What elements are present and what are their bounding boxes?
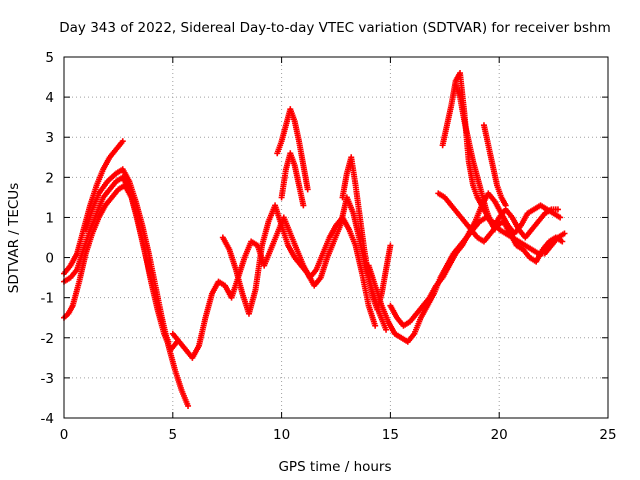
grid-lines [64,57,608,418]
y-tick-label: -3 [41,371,54,387]
series-s9 [339,154,394,313]
y-axis-label: SDTVAR / TECUs [6,183,22,293]
series-s7 [274,106,311,193]
y-tick-label: -2 [41,331,54,347]
x-tick-label: 25 [599,427,616,443]
x-tick-label: 20 [491,427,508,443]
data-point [383,326,390,333]
data-point [502,202,509,209]
series-s13 [435,190,566,265]
y-tick-label: 0 [45,251,54,267]
data-point [372,322,379,329]
data-point [557,214,564,221]
data-point [300,202,307,209]
plot-frame [63,56,609,419]
x-axis-label: GPS time / hours [278,459,391,475]
chart-title: Day 343 of 2022, Sidereal Day-to-day VTE… [59,20,610,36]
data-point [304,186,311,193]
y-tick-label: 4 [45,90,54,106]
y-tick-label: -4 [41,411,54,427]
series-s5 [169,214,379,361]
data-point [561,230,568,237]
tick-labels: 0 5 10 15 20 25 -4 -3 -2 -1 0 1 2 3 4 5 [41,50,617,443]
data-marks [61,70,568,409]
data-point [491,226,498,233]
series-s15 [480,122,509,209]
x-tick-label: 0 [60,427,69,443]
x-tick-label: 10 [273,427,290,443]
y-tick-label: 3 [45,130,54,146]
series-s14 [452,82,498,233]
x-tick-label: 15 [382,427,399,443]
x-tick-label: 5 [169,427,178,443]
y-tick-label: 1 [45,210,54,226]
y-tick-label: -1 [41,291,54,307]
data-point [554,206,561,213]
data-point [559,238,566,245]
y-tick-label: 5 [45,50,54,66]
y-tick-label: 2 [45,170,54,186]
data-point [185,402,192,409]
series-s8 [278,150,307,209]
series-s3 [61,174,172,345]
data-point [119,138,126,145]
data-point [387,242,394,249]
series-s4 [61,182,181,353]
